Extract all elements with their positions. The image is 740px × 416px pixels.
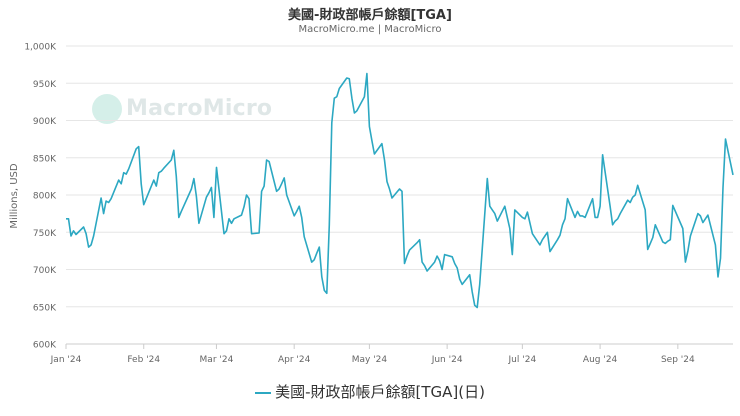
- y-tick-label: 600K: [33, 341, 57, 351]
- legend-label: 美國-財政部帳戶餘額[TGA](日): [275, 383, 485, 401]
- x-axis-ticks: Jan '24 Feb '24 Mar '24 Apr '24 May '24 Jun '…: [50, 344, 695, 365]
- macromicro-logo-icon: [92, 94, 122, 124]
- y-tick-label: 850K: [33, 154, 57, 164]
- x-tick-label: Mar '24: [200, 355, 234, 365]
- series-lines: [66, 72, 734, 309]
- y-axis-ticks: 600K 650K 700K 750K 800K 850K 900K 950K 1,000K: [24, 43, 57, 351]
- x-tick-label: Apr '24: [278, 355, 311, 365]
- y-tick-label: 700K: [33, 266, 57, 276]
- chart-title: 美國-財政部帳戶餘額[TGA]: [288, 8, 452, 23]
- x-tick-label: Feb '24: [127, 355, 160, 365]
- y-axis-label: Millions, USD: [9, 163, 20, 228]
- y-tick-label: 650K: [33, 303, 57, 313]
- y-tick-label: 1,000K: [24, 43, 57, 53]
- chart-subtitle: MacroMicro.me | MacroMicro: [298, 24, 442, 35]
- x-tick-label: Sep '24: [661, 355, 695, 365]
- grid-lines: [66, 45, 733, 345]
- y-tick-label: 950K: [33, 80, 57, 90]
- watermark-text: MacroMicro: [126, 96, 273, 121]
- x-tick-label: May '24: [352, 355, 388, 365]
- x-tick-label: Jan '24: [50, 355, 82, 365]
- x-tick-label: Jun '24: [431, 355, 463, 365]
- y-tick-label: 750K: [33, 229, 57, 239]
- y-tick-label: 800K: [33, 192, 57, 202]
- legend[interactable]: 美國-財政部帳戶餘額[TGA](日): [0, 381, 740, 402]
- series-line-tga[interactable]: [66, 72, 734, 309]
- x-tick-label: Jul '24: [508, 355, 537, 365]
- x-tick-label: Aug '24: [583, 355, 618, 365]
- y-tick-label: 900K: [33, 117, 57, 127]
- legend-swatch: [255, 391, 272, 394]
- macromicro-watermark: MacroMicro: [92, 94, 272, 124]
